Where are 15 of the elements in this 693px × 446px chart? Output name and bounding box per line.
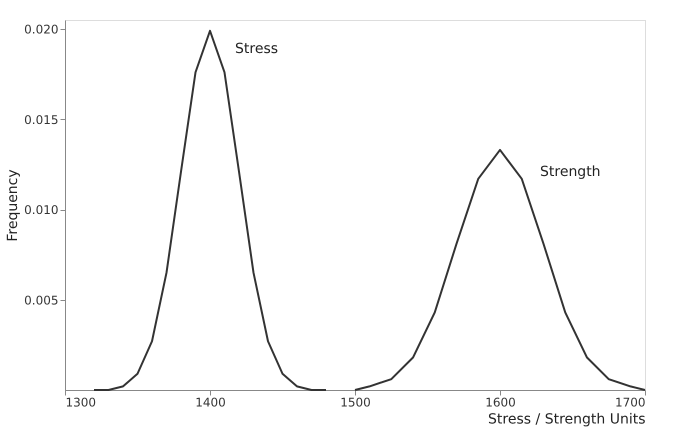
x-tick-label: 1400 [195,396,226,410]
y-axis-title: Frequency [5,169,22,242]
x-tick-label: 1600 [485,396,516,410]
y-tick-label: 0.020 [24,22,58,37]
line-series [354,148,646,391]
y-tick-label: 0.005 [24,293,58,308]
x-tick-label: 1300 [66,396,96,410]
y-tick-label: 0.010 [24,203,58,218]
y-tick-label: 0.015 [24,112,58,127]
x-tick-label: 1500 [340,396,371,410]
series-label: Stress [235,40,278,57]
x-axis-title: Stress / Strength Units [488,412,646,428]
line-series [93,30,327,391]
series-label: Strength [540,164,601,180]
x-tick-label: 1700 [614,396,646,410]
